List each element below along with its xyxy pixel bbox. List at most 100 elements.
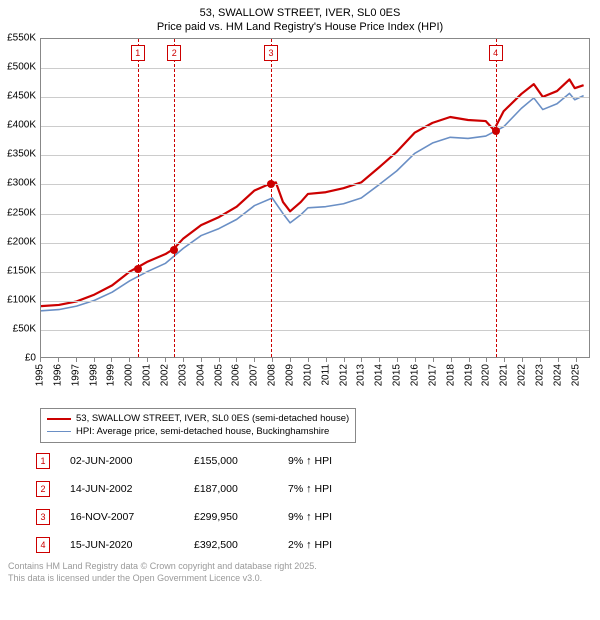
legend-swatch [47, 418, 71, 420]
x-axis-label: 2011 [320, 364, 331, 386]
event-row: 214-JUN-2002£187,0007% ↑ HPI [36, 480, 388, 498]
x-tick [379, 358, 380, 362]
x-axis-label: 2012 [338, 364, 349, 386]
x-axis-label: 2001 [142, 364, 153, 386]
x-axis-label: 1996 [52, 364, 63, 386]
event-vline [271, 39, 272, 357]
x-tick [147, 358, 148, 362]
x-axis-label: 2021 [499, 364, 510, 386]
event-marker-4: 4 [489, 45, 503, 61]
event-dot [170, 246, 178, 254]
y-gridline [41, 301, 589, 302]
events-table: 102-JUN-2000£155,0009% ↑ HPI214-JUN-2002… [36, 452, 388, 564]
x-axis-label: 2022 [517, 364, 528, 386]
x-axis-label: 2009 [285, 364, 296, 386]
chart-title: 53, SWALLOW STREET, IVER, SL0 0ES Price … [0, 0, 600, 35]
legend-row: HPI: Average price, semi-detached house,… [47, 425, 349, 438]
x-axis-label: 2003 [177, 364, 188, 386]
x-tick [165, 358, 166, 362]
x-axis-label: 2025 [570, 364, 581, 386]
event-row: 316-NOV-2007£299,9509% ↑ HPI [36, 508, 388, 526]
title-line2: Price paid vs. HM Land Registry's House … [0, 20, 600, 34]
y-axis-label: £150K [0, 265, 36, 276]
event-marker-1: 1 [131, 45, 145, 61]
y-axis-label: £550K [0, 33, 36, 44]
x-tick [308, 358, 309, 362]
y-gridline [41, 97, 589, 98]
legend-row: 53, SWALLOW STREET, IVER, SL0 0ES (semi-… [47, 412, 349, 425]
y-gridline [41, 68, 589, 69]
x-tick [183, 358, 184, 362]
y-gridline [41, 243, 589, 244]
x-tick [58, 358, 59, 362]
x-tick [451, 358, 452, 362]
event-date: 14-JUN-2002 [70, 483, 180, 495]
arrow-up-icon: ↑ [306, 511, 312, 523]
legend-label: 53, SWALLOW STREET, IVER, SL0 0ES (semi-… [76, 412, 349, 425]
x-tick [236, 358, 237, 362]
x-axis-label: 2017 [427, 364, 438, 386]
x-axis-label: 2020 [481, 364, 492, 386]
y-axis-label: £500K [0, 62, 36, 73]
event-date: 15-JUN-2020 [70, 539, 180, 551]
x-axis-label: 2014 [374, 364, 385, 386]
x-tick [40, 358, 41, 362]
event-price: £187,000 [194, 483, 274, 495]
y-axis-label: £100K [0, 294, 36, 305]
x-tick [129, 358, 130, 362]
y-axis-label: £250K [0, 207, 36, 218]
x-axis-label: 2018 [445, 364, 456, 386]
arrow-up-icon: ↑ [306, 455, 312, 467]
x-axis-label: 2010 [302, 364, 313, 386]
x-axis-label: 2005 [213, 364, 224, 386]
x-tick [254, 358, 255, 362]
y-axis-label: £0 [0, 353, 36, 364]
y-gridline [41, 126, 589, 127]
x-tick [344, 358, 345, 362]
y-gridline [41, 184, 589, 185]
x-tick [433, 358, 434, 362]
x-tick [486, 358, 487, 362]
x-tick [361, 358, 362, 362]
event-dot [134, 265, 142, 273]
event-marker-3: 3 [264, 45, 278, 61]
x-tick [540, 358, 541, 362]
x-axis-label: 2016 [410, 364, 421, 386]
event-number: 4 [36, 537, 50, 553]
event-dot [267, 180, 275, 188]
event-price: £155,000 [194, 455, 274, 467]
x-tick [201, 358, 202, 362]
event-number: 2 [36, 481, 50, 497]
y-gridline [41, 272, 589, 273]
event-pct: 9% ↑ HPI [288, 455, 388, 467]
chart: 1234 £0£50K£100K£150K£200K£250K£300K£350… [0, 38, 600, 398]
x-tick [397, 358, 398, 362]
footer-attribution: Contains HM Land Registry data © Crown c… [8, 560, 317, 584]
event-vline [138, 39, 139, 357]
x-axis-label: 1995 [35, 364, 46, 386]
x-axis-label: 2013 [356, 364, 367, 386]
legend-label: HPI: Average price, semi-detached house,… [76, 425, 329, 438]
x-axis-label: 2008 [267, 364, 278, 386]
title-line1: 53, SWALLOW STREET, IVER, SL0 0ES [0, 6, 600, 20]
x-tick [558, 358, 559, 362]
x-tick [111, 358, 112, 362]
x-tick [469, 358, 470, 362]
event-pct: 2% ↑ HPI [288, 539, 388, 551]
x-axis-label: 2006 [231, 364, 242, 386]
y-axis-label: £350K [0, 149, 36, 160]
x-axis-label: 1997 [70, 364, 81, 386]
y-axis-label: £300K [0, 178, 36, 189]
event-number: 1 [36, 453, 50, 469]
x-tick [290, 358, 291, 362]
x-axis-label: 2007 [249, 364, 260, 386]
event-number: 3 [36, 509, 50, 525]
x-tick [415, 358, 416, 362]
line-series-svg [41, 39, 589, 357]
arrow-up-icon: ↑ [306, 539, 312, 551]
x-tick [219, 358, 220, 362]
plot-area: 1234 [40, 38, 590, 358]
y-axis-label: £50K [0, 323, 36, 334]
event-row: 102-JUN-2000£155,0009% ↑ HPI [36, 452, 388, 470]
y-axis-label: £450K [0, 91, 36, 102]
